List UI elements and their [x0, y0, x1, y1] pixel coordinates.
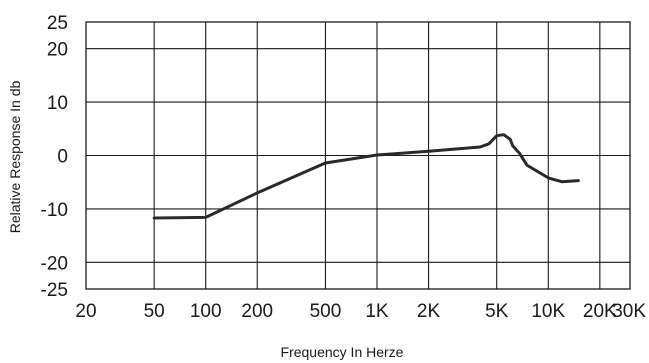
- x-axis-label: Frequency In Herze: [281, 344, 404, 360]
- y-axis-label: Relative Response In db: [7, 81, 23, 234]
- x-tick-label: 500: [310, 301, 342, 322]
- x-tick-label: 30K: [612, 301, 646, 322]
- x-tick-label: 10K: [531, 301, 565, 322]
- x-tick-label: 1K: [365, 301, 389, 322]
- y-tick-label: 25: [47, 13, 68, 34]
- x-tick-label: 5K: [485, 301, 509, 322]
- y-tick-label: -20: [41, 253, 68, 274]
- grid: [86, 22, 630, 289]
- series-line: [152, 133, 580, 220]
- y-tick-label: -25: [41, 280, 68, 301]
- x-tick-label: 100: [190, 301, 222, 322]
- x-tick-label: 20: [75, 301, 96, 322]
- y-tick-label: 10: [47, 93, 68, 114]
- y-tick-label: 0: [57, 147, 68, 168]
- y-tick-labels: 25 20 10 0 -10 -20 -25: [41, 13, 68, 301]
- x-tick-label: 20K: [583, 301, 617, 322]
- x-tick-label: 50: [144, 301, 165, 322]
- plot-frame: [85, 21, 631, 290]
- y-tick-label: -10: [41, 200, 68, 221]
- x-tick-label: 200: [241, 301, 273, 322]
- x-tick-label: 2K: [417, 301, 441, 322]
- y-tick-label: 20: [47, 40, 68, 61]
